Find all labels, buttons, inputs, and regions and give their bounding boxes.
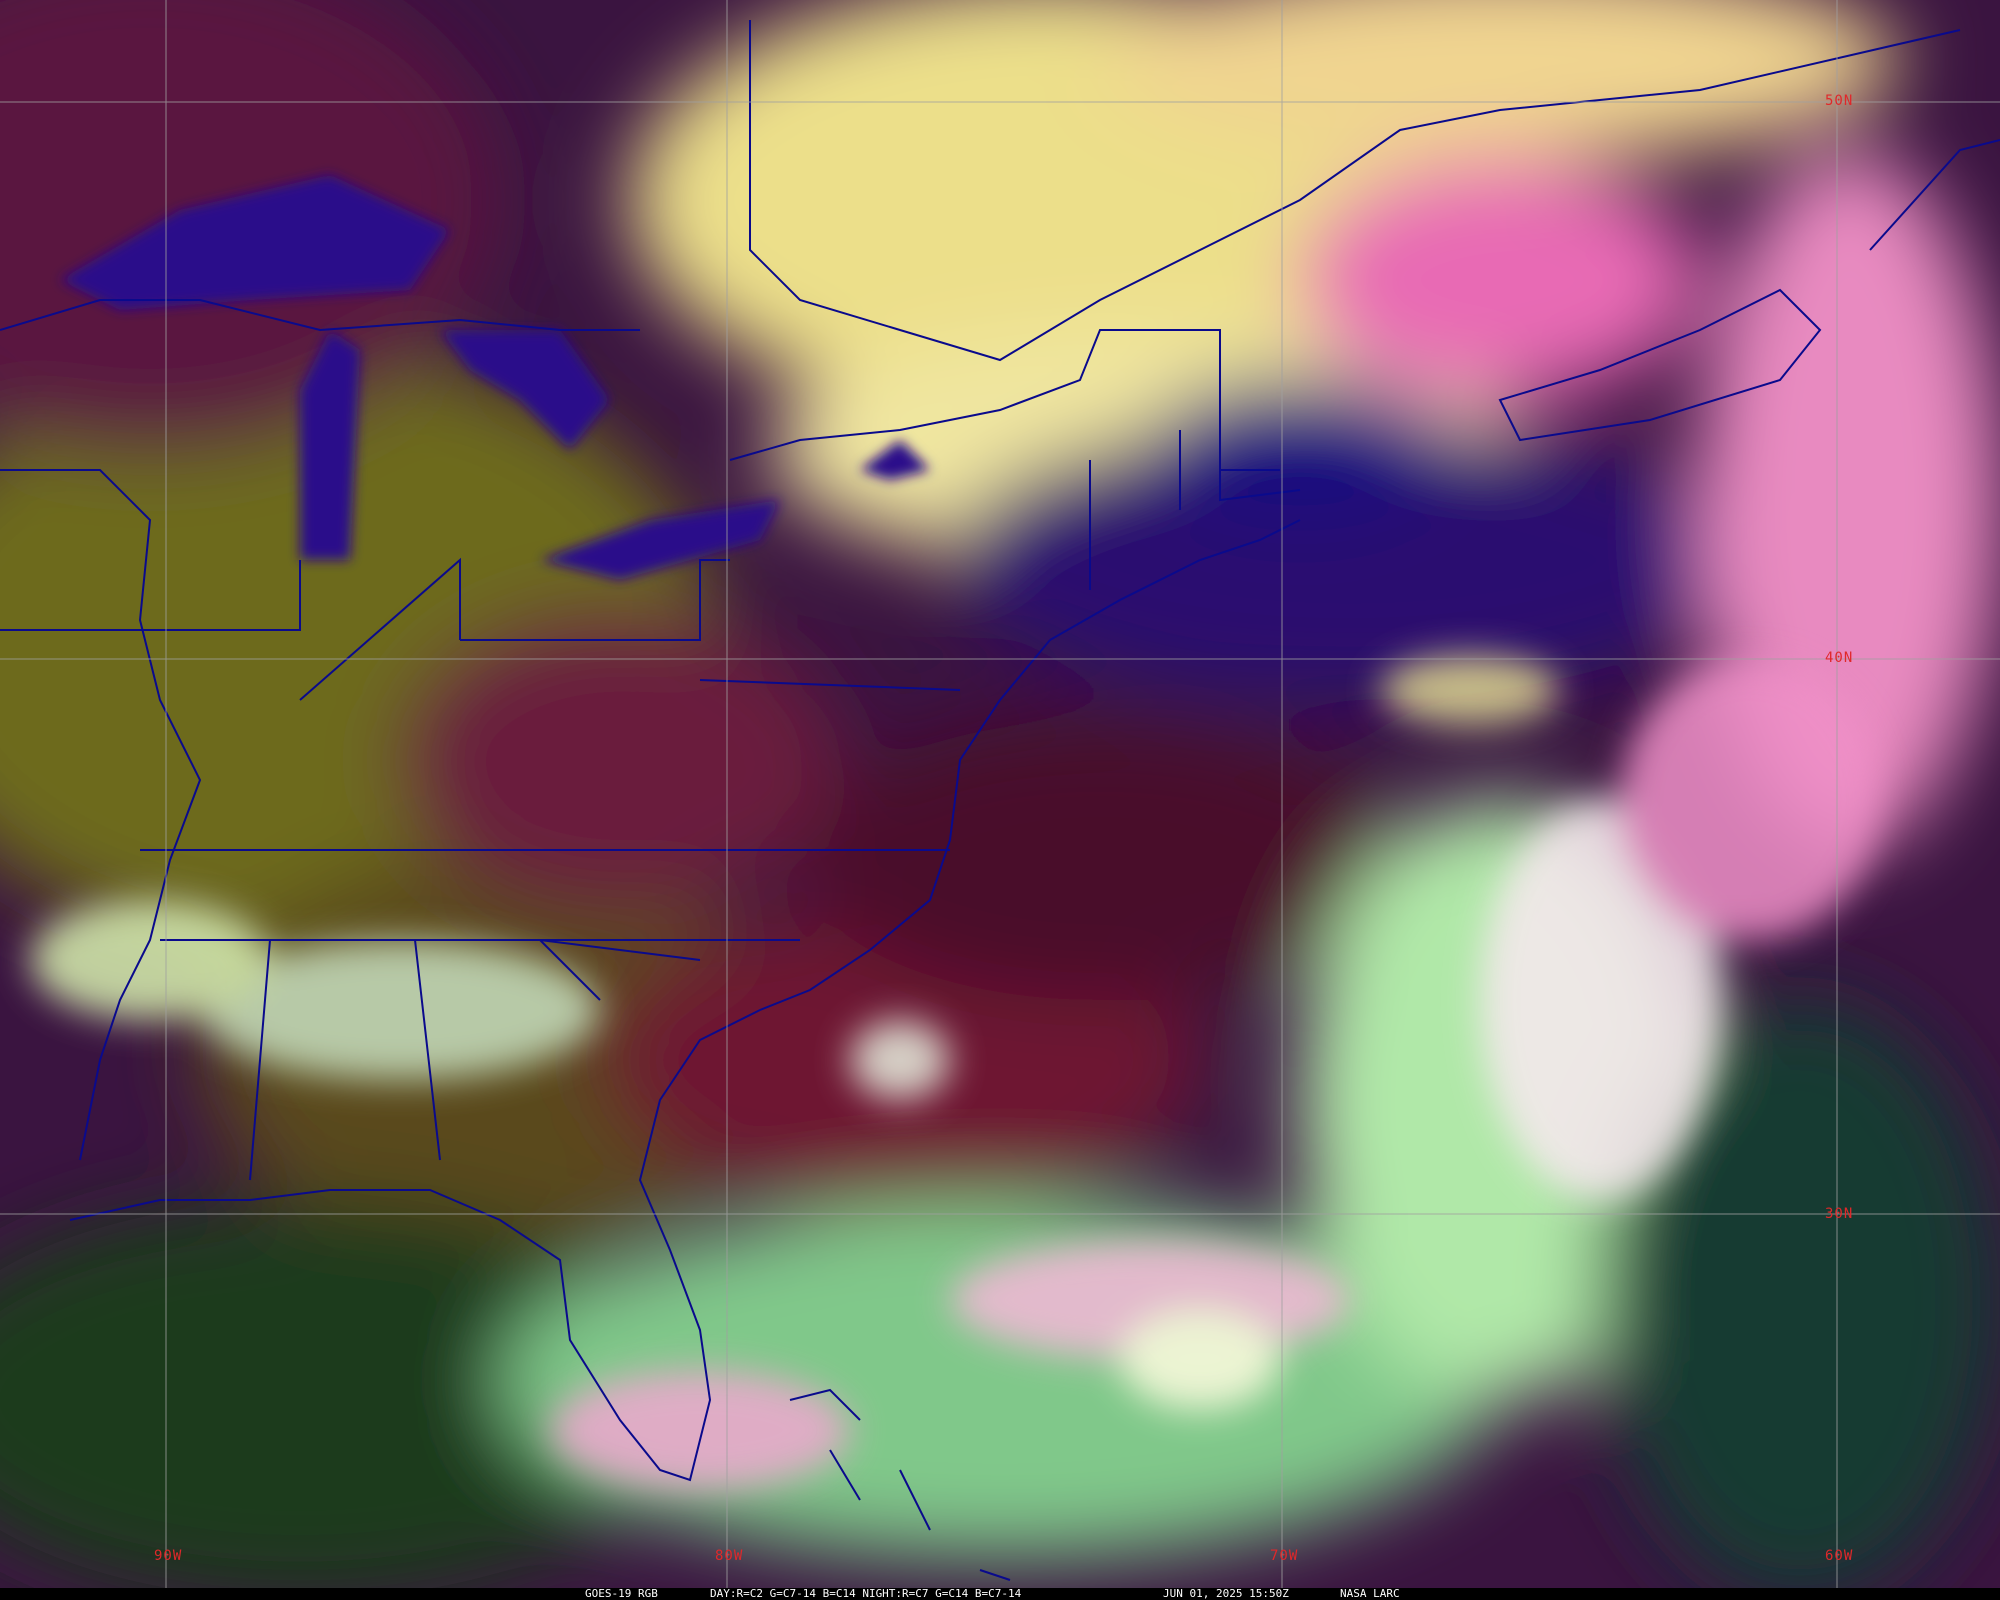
caption-product: GOES-19 RGB xyxy=(585,1587,658,1600)
caption-recipe: DAY:R=C2 G=C7-14 B=C14 NIGHT:R=C7 G=C14 … xyxy=(710,1587,1022,1600)
longitude-label-90w: 90W xyxy=(154,1548,183,1564)
caption-datetime: JUN 01, 2025 15:50Z xyxy=(1163,1587,1289,1600)
longitude-label-70w: 70W xyxy=(1270,1548,1299,1564)
longitude-label-80w: 80W xyxy=(715,1548,744,1564)
latitude-label-50n: 50N xyxy=(1825,93,1854,109)
longitude-label-60w: 60W xyxy=(1825,1548,1854,1564)
caption-credit: NASA LARC xyxy=(1340,1587,1400,1600)
latitude-label-40n: 40N xyxy=(1825,650,1854,666)
image-caption: GOES-19 RGB DAY:R=C2 G=C7-14 B=C14 NIGHT… xyxy=(0,1588,2000,1600)
latitude-label-30n: 30N xyxy=(1825,1206,1854,1222)
